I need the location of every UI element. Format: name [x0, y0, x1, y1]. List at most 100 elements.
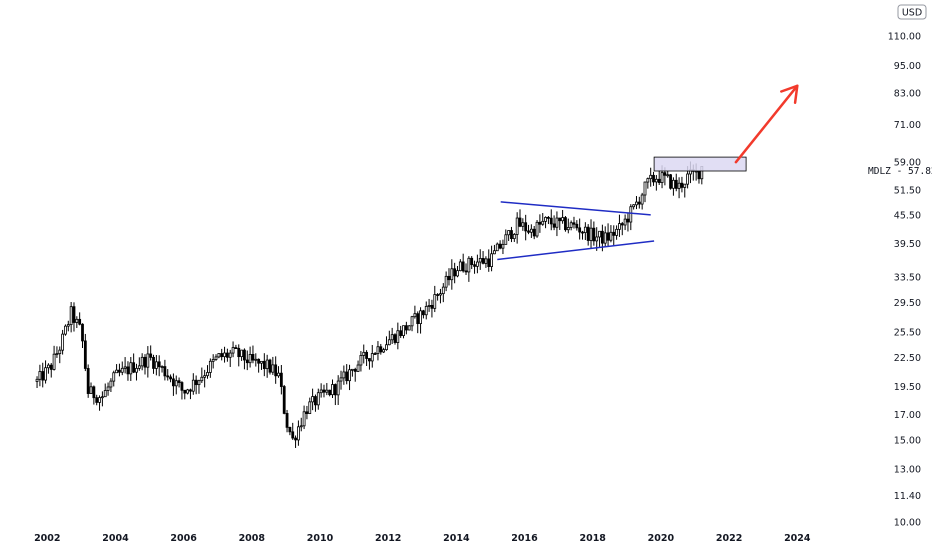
candle-body	[83, 340, 87, 369]
candle-body	[294, 437, 297, 441]
candle	[183, 389, 187, 400]
candle	[302, 405, 306, 430]
candle	[504, 229, 508, 245]
candle	[654, 175, 658, 191]
candle-body	[473, 264, 476, 267]
candle-body	[535, 221, 539, 237]
candle-body	[623, 218, 627, 226]
candle-body	[498, 243, 502, 249]
candle	[208, 358, 212, 378]
candle	[297, 420, 300, 446]
candle	[100, 391, 104, 407]
candle	[186, 388, 190, 395]
candle-body	[149, 353, 153, 358]
candle-body	[61, 333, 65, 351]
candle-body	[427, 304, 431, 307]
candle-body	[152, 356, 155, 369]
candle-body	[680, 182, 684, 188]
y-tick-label: 13.00	[894, 464, 921, 475]
candle-body	[393, 334, 397, 343]
candle	[277, 366, 280, 378]
candle	[328, 389, 332, 397]
candle	[282, 384, 286, 415]
candle	[291, 422, 295, 440]
breakout-arrow-shaft	[734, 84, 799, 164]
candle	[325, 383, 329, 396]
candle	[495, 242, 499, 252]
candle-body	[481, 258, 485, 264]
candle-body	[356, 364, 360, 372]
y-tick-label: 15.00	[894, 435, 921, 446]
candle-body	[379, 346, 383, 353]
candle	[169, 374, 172, 383]
candle	[72, 302, 76, 332]
candle	[194, 375, 198, 395]
candle	[135, 363, 138, 381]
candle	[487, 249, 491, 272]
candle	[146, 346, 150, 378]
candle-body	[260, 360, 263, 364]
candle-body	[143, 356, 147, 368]
candle	[382, 347, 386, 354]
candle	[58, 346, 62, 364]
candle-body	[575, 223, 579, 229]
candle-body	[444, 275, 448, 288]
candle	[75, 316, 79, 328]
candle	[501, 239, 505, 255]
candle-body	[441, 286, 445, 295]
candle-body	[206, 372, 209, 377]
candle	[461, 253, 465, 273]
candle-body	[538, 221, 542, 225]
candle	[228, 349, 232, 367]
candle-body	[464, 270, 468, 273]
candle	[677, 177, 681, 199]
time-axis[interactable]: 2002 2004 2006 2008 2010 2012 2014 2016 2018 2020…	[34, 533, 811, 544]
candle	[444, 271, 448, 292]
candle-body	[200, 376, 204, 382]
price-axis[interactable]: 110.00 95.00 83.00 71.00 59.00 51.50 45.50 39.5…	[888, 31, 921, 528]
candle	[672, 177, 675, 196]
currency-badge[interactable]: USD	[897, 4, 927, 20]
x-tick-label: 2018	[579, 533, 606, 544]
candle-body	[518, 217, 522, 227]
candle	[370, 344, 374, 368]
candle-body	[657, 178, 661, 183]
candle	[606, 223, 610, 247]
candle-body	[529, 228, 533, 233]
current-price-label: MDLZ - 57.82	[868, 166, 932, 177]
candle-body	[640, 194, 644, 205]
candle	[348, 364, 351, 391]
candle	[632, 204, 636, 210]
candle	[319, 383, 323, 398]
candle	[271, 356, 275, 375]
candle-body	[172, 378, 175, 387]
candle	[257, 358, 261, 373]
candle-body	[637, 201, 641, 205]
candle-body	[308, 401, 312, 414]
candle	[464, 263, 468, 275]
candle-body	[652, 174, 655, 183]
candle	[422, 309, 425, 319]
candle	[129, 357, 133, 381]
candle	[683, 183, 687, 198]
candle-body	[512, 234, 516, 240]
candle	[154, 355, 158, 376]
candle	[498, 240, 502, 250]
candle-body	[203, 375, 207, 378]
candle-body	[475, 261, 479, 267]
candle-body	[368, 358, 371, 362]
candles-layer	[35, 161, 704, 448]
x-tick-label: 2002	[34, 533, 60, 544]
candle	[532, 226, 536, 240]
candle-body	[66, 324, 70, 327]
candle-body	[336, 380, 340, 396]
candle-body	[285, 413, 289, 428]
candle-body	[606, 232, 610, 241]
candle	[118, 363, 121, 377]
y-tick-label: 29.50	[894, 298, 921, 309]
candle	[558, 217, 562, 230]
candle	[55, 346, 59, 358]
currency-label: USD	[902, 8, 922, 19]
candle-body	[555, 217, 559, 228]
